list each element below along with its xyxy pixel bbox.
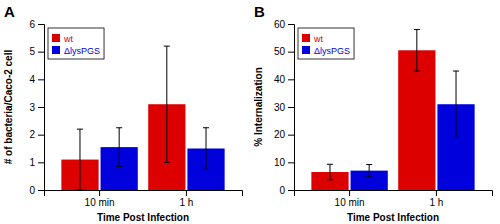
tick-mark — [288, 24, 294, 25]
plot-area — [61, 46, 224, 190]
tick-label: 50 — [274, 46, 286, 57]
tick-mark — [38, 52, 44, 53]
tick: 1 h — [429, 190, 443, 208]
tick-mark — [288, 190, 294, 191]
legend-label: ΔlysPGS — [314, 46, 350, 56]
tick: 0 — [29, 185, 44, 196]
x-axis: 10 min 1 h — [45, 190, 243, 208]
tick-label: 1 h — [429, 197, 443, 208]
error-bar — [203, 128, 209, 170]
tick-label: 3 — [29, 102, 35, 113]
tick: 2 — [29, 129, 44, 140]
tick: 1 — [29, 157, 44, 168]
error-bar — [116, 128, 122, 167]
x-axis-title: Time Post Infection — [97, 212, 189, 223]
tick-mark — [99, 190, 100, 196]
tick-label: 10 min — [335, 197, 365, 208]
panel: 0 1 2 3 4 5 6 10 min 1 h Time Post Infection # of … — [3, 3, 243, 223]
axis-line — [38, 25, 45, 191]
error-bar — [77, 129, 83, 190]
series — [351, 71, 475, 190]
tick-label: 60 — [274, 19, 286, 30]
y-axis-title: # of bacteria/Caco-2 cell — [3, 50, 14, 165]
axis-line — [288, 25, 295, 191]
x-axis-title: Time Post Infection — [347, 212, 439, 223]
tick-mark — [38, 79, 44, 80]
tick-label: 30 — [274, 102, 286, 113]
chart: 0 1 2 3 4 5 6 10 min 1 h Time Post Infection # of … — [0, 0, 500, 224]
tick-mark — [288, 162, 294, 163]
legend-swatch — [52, 34, 60, 42]
tick-mark — [38, 190, 44, 191]
y-axis: 0 1 2 3 4 5 6 — [29, 19, 44, 196]
legend-label: ΔlysPGS — [64, 46, 100, 56]
tick-mark — [436, 190, 437, 196]
tick: 10 min — [335, 190, 365, 208]
y-axis-title: % Internalization — [253, 67, 264, 146]
tick: 4 — [29, 74, 44, 85]
legend-frame — [48, 28, 104, 59]
legend-swatch — [302, 34, 310, 42]
tick: 40 — [274, 74, 294, 85]
legend: wt ΔlysPGS — [48, 28, 104, 59]
x-axis: 10 min 1 h — [295, 190, 493, 208]
tick: 3 — [29, 102, 44, 113]
tick-mark — [288, 135, 294, 136]
tick-label: 4 — [29, 74, 35, 85]
panel-label: A — [4, 3, 15, 20]
tick-mark — [288, 107, 294, 108]
tick: 1 h — [179, 190, 193, 208]
tick-mark — [349, 190, 350, 196]
panel-label: B — [254, 3, 265, 20]
tick: 6 — [29, 19, 44, 30]
legend-label: wt — [63, 34, 73, 44]
tick-label: 20 — [274, 129, 286, 140]
tick-label: 1 h — [179, 197, 193, 208]
tick: 20 — [274, 129, 294, 140]
legend: wt ΔlysPGS — [298, 28, 354, 59]
tick-label: 10 — [274, 157, 286, 168]
tick-label: 40 — [274, 74, 286, 85]
series — [61, 46, 185, 190]
tick-label: 1 — [29, 157, 35, 168]
error-bar — [366, 165, 372, 177]
error-bar — [164, 46, 170, 162]
tick-label: 2 — [29, 129, 35, 140]
tick: 50 — [274, 46, 294, 57]
y-axis: 0 10 20 30 40 50 60 — [274, 19, 295, 196]
tick: 60 — [274, 19, 294, 30]
error-bar — [453, 71, 459, 137]
tick-mark — [38, 107, 44, 108]
tick-label: 6 — [29, 19, 35, 30]
series — [311, 30, 435, 190]
tick: 0 — [279, 185, 294, 196]
tick-mark — [38, 135, 44, 136]
tick-mark — [38, 162, 44, 163]
error-bar — [414, 30, 420, 72]
tick-label: 5 — [29, 46, 35, 57]
tick: 5 — [29, 46, 44, 57]
tick-label: 10 min — [85, 197, 115, 208]
tick-mark — [186, 190, 187, 196]
tick-mark — [288, 79, 294, 80]
tick-label: 0 — [29, 185, 35, 196]
error-bar — [327, 164, 333, 179]
tick-label: 0 — [279, 185, 285, 196]
tick-mark — [38, 24, 44, 25]
tick: 30 — [274, 102, 294, 113]
legend-label: wt — [313, 34, 323, 44]
panel: 0 10 20 30 40 50 60 10 min 1 h Time Post Infectio… — [253, 3, 493, 223]
plot-area — [311, 30, 474, 190]
legend-swatch — [302, 46, 310, 54]
series — [101, 128, 225, 190]
axis-line — [45, 191, 243, 197]
axis-line — [295, 191, 493, 197]
legend-frame — [298, 28, 354, 59]
tick: 10 — [274, 157, 294, 168]
legend-swatch — [52, 46, 60, 54]
tick: 10 min — [85, 190, 115, 208]
tick-mark — [288, 52, 294, 53]
